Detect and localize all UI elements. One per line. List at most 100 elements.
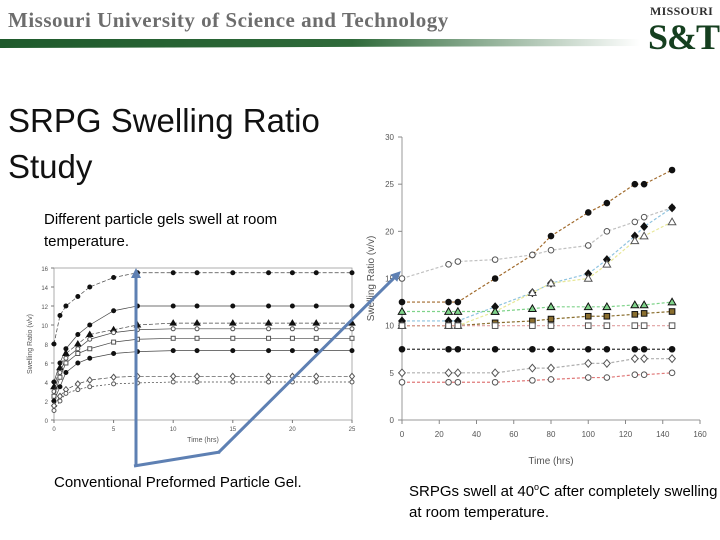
right-series-B — [398, 204, 676, 282]
left-data-point — [57, 384, 63, 390]
arrow-diagonal — [216, 271, 401, 455]
right-data-point — [640, 180, 648, 188]
left-data-point — [266, 348, 272, 354]
right-data-point — [398, 322, 406, 329]
right-data-point — [668, 354, 677, 364]
right-data-point — [454, 322, 462, 329]
right-data-point — [668, 166, 676, 174]
left-data-point — [62, 349, 70, 356]
left-series-line — [53, 328, 352, 392]
right-series-A — [398, 166, 676, 306]
right-data-point — [491, 378, 499, 386]
right-series-E — [397, 297, 677, 315]
right-data-point — [445, 322, 452, 329]
left-y-axis-label: Swelling Ratio (v/v) — [27, 314, 34, 374]
left-x-tick-label: 10 — [170, 427, 177, 433]
left-y-tick-label: 6 — [45, 362, 49, 368]
left-y-tick-label: 10 — [41, 324, 48, 330]
right-data-point — [398, 378, 406, 386]
right-data-point — [583, 301, 593, 311]
left-y-tick-label: 8 — [45, 343, 49, 349]
left-data-point — [57, 398, 63, 404]
right-data-point — [397, 306, 407, 315]
caption-srpg-pre: SRPGs swell at 40 — [409, 483, 535, 500]
left-data-point — [75, 351, 81, 356]
right-data-point — [603, 322, 611, 329]
left-data-point — [110, 373, 117, 382]
left-data-point — [194, 379, 200, 385]
logo-missouri-text: MISSOURI — [650, 4, 714, 18]
right-data-point — [602, 259, 612, 268]
left-data-point — [264, 319, 273, 326]
right-y-tick-label: 30 — [385, 133, 394, 142]
left-plot-area — [53, 267, 353, 421]
left-data-point — [289, 335, 295, 341]
left-data-point — [349, 348, 355, 354]
right-data-point — [631, 322, 639, 329]
left-data-point — [289, 303, 295, 309]
right-data-point — [491, 256, 499, 263]
right-data-point — [631, 345, 639, 353]
left-x-tick-label: 5 — [112, 427, 116, 433]
right-data-point — [454, 345, 462, 353]
right-x-tick-label: 120 — [619, 430, 633, 439]
left-data-point — [87, 284, 93, 290]
left-data-point — [349, 270, 355, 276]
right-data-point — [490, 306, 500, 315]
right-x-axis-label: Time (hrs) — [528, 456, 573, 467]
left-data-point — [313, 326, 319, 332]
right-data-point — [547, 345, 555, 353]
left-data-point — [266, 270, 272, 276]
left-data-point — [63, 360, 69, 366]
left-data-point — [75, 294, 81, 299]
left-data-point — [63, 355, 69, 361]
right-data-point — [529, 322, 536, 329]
right-x-tick-label: 80 — [547, 430, 556, 439]
right-data-point — [584, 242, 592, 249]
right-x-tick-label: 20 — [435, 430, 444, 439]
left-x-axis-label: Time (hrs) — [187, 437, 219, 444]
left-data-point — [87, 384, 93, 390]
left-data-point — [230, 270, 236, 276]
right-data-point — [630, 300, 640, 309]
left-series-line — [53, 375, 352, 406]
header-green-band — [0, 39, 640, 48]
right-data-point — [603, 199, 611, 207]
left-y-tick-label: 4 — [45, 381, 49, 387]
right-data-point — [631, 218, 639, 226]
right-data-point — [603, 312, 611, 320]
left-data-point — [75, 332, 81, 337]
left-data-point — [313, 270, 319, 276]
left-data-point — [265, 372, 272, 381]
left-data-point — [230, 303, 236, 309]
left-series-s3 — [50, 319, 356, 390]
left-x-tick-label: 0 — [52, 427, 56, 433]
right-series-H — [398, 345, 676, 353]
right-series-G — [398, 322, 676, 329]
right-y-tick-label: 20 — [385, 227, 394, 236]
right-series-J — [398, 369, 676, 386]
left-data-point — [169, 319, 178, 326]
header-banner: Missouri University of Science and Techn… — [0, 0, 720, 66]
left-data-point — [230, 335, 236, 341]
right-data-point — [445, 298, 452, 306]
left-data-point — [313, 303, 319, 309]
left-data-point — [87, 355, 93, 361]
slide-title: SRPG Swelling Ratio Study — [8, 102, 320, 185]
left-data-point — [170, 326, 176, 332]
right-x-tick-label: 100 — [582, 430, 596, 439]
right-data-point — [668, 322, 676, 329]
right-x-tick-label: 0 — [400, 430, 405, 439]
right-data-point — [529, 377, 536, 384]
left-data-point — [111, 275, 117, 280]
left-data-point — [194, 326, 200, 332]
right-data-point — [667, 217, 677, 226]
right-data-point — [584, 345, 592, 353]
left-data-point — [349, 326, 355, 332]
right-x-tick-label: 160 — [693, 430, 707, 439]
left-y-tick-label: 14 — [41, 286, 48, 292]
right-y-axis-label: Swelling Ratio (v/v) — [366, 236, 377, 322]
right-x-tick-label: 60 — [509, 430, 518, 439]
left-data-point — [170, 303, 176, 309]
left-data-point — [194, 335, 200, 341]
